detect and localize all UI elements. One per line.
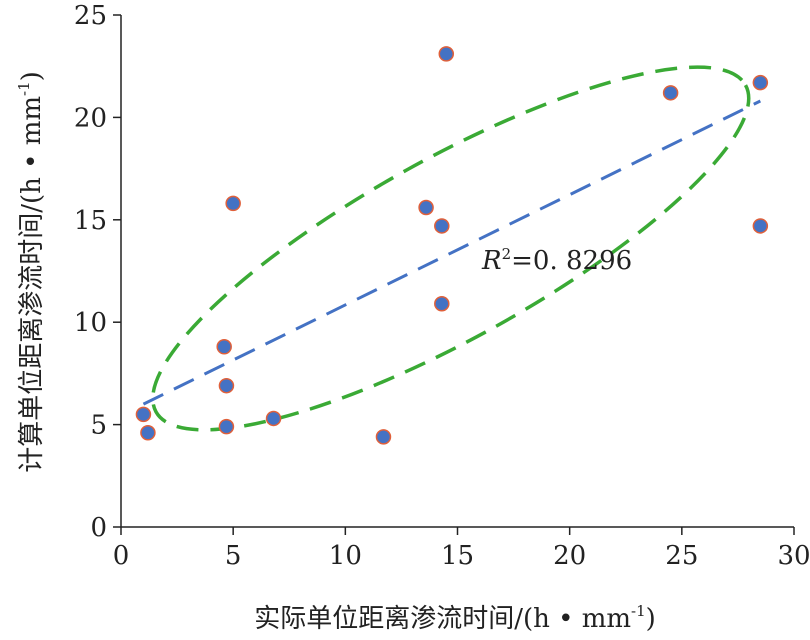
y-tick-label: 25 [74,1,107,31]
x-tick-label: 20 [553,541,586,571]
x-tick-label: 0 [113,541,130,571]
data-point [218,418,235,435]
data-point [140,425,156,441]
data-point [418,199,434,216]
axes [120,15,794,528]
y-tick-label: 15 [74,206,107,236]
x-tick-label: 30 [777,541,810,571]
data-point [135,406,152,423]
data-point [438,46,455,62]
y-tick-label: 20 [74,103,107,133]
data-point [265,410,282,427]
x-tick-label: 25 [665,541,698,571]
data-point [375,429,392,445]
data-point [752,74,769,91]
data-point [216,339,232,355]
trend-line [142,99,762,406]
y-axis-title: 计算单位距离渗流时间/(h • mm-1) [15,71,47,473]
y-tick-label: 0 [90,513,107,543]
ticks: 0 5 10 15 20 25 30 0 5 10 15 20 25 [74,1,810,571]
plot-area [135,46,769,445]
x-axis-title: 实际单位距离渗流时间/(h • mm-1) [254,602,656,634]
data-point [434,218,450,234]
confidence-ellipse [151,65,751,432]
y-tick-label: 10 [74,308,107,338]
data-point [218,377,235,394]
data-point [434,296,450,312]
x-tick-label: 10 [329,541,362,571]
x-tick-label: 5 [225,541,242,571]
data-point [752,218,769,234]
x-tick-label: 15 [441,541,474,571]
y-tick-label: 5 [90,411,107,441]
r-squared-annotation: R2=0. 8296 [481,245,632,276]
data-point [225,195,241,212]
data-point [662,85,679,101]
